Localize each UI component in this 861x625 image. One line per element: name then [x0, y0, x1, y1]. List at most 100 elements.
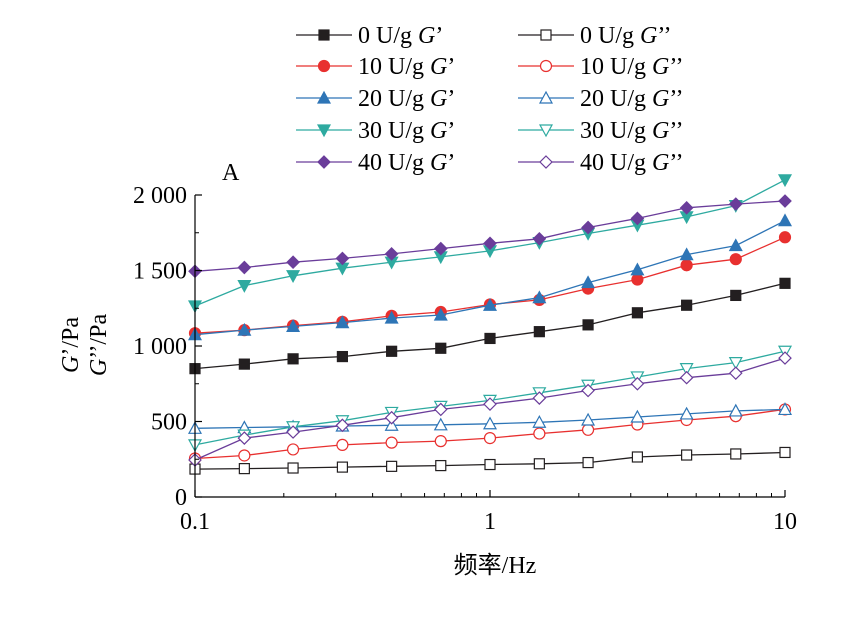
data-point [777, 174, 793, 188]
y-axis-title-g-double-prime: G’’/Pa [86, 314, 112, 377]
data-point [679, 247, 694, 261]
data-point [630, 376, 645, 391]
data-point [581, 275, 596, 289]
data-point [728, 238, 743, 252]
legend: 0 U/g G’ 0 U/g G’’ 10 U/g G’ 10 U/g G’’ 20 U… [296, 23, 684, 176]
y-axis-titles: G’/Pa G’’/Pa [58, 314, 112, 377]
data-point [679, 363, 694, 376]
series-line [194, 200, 786, 272]
data-point [482, 297, 498, 311]
data-point [679, 200, 694, 215]
legend-label: 30 U/g G’ [358, 118, 455, 144]
data-point [532, 415, 547, 428]
axes: 0 500 1 000 1 500 2 000 0.1 1 10 [133, 183, 797, 535]
data-point [681, 449, 693, 461]
y-axis-title-g-prime: G’/Pa [58, 317, 84, 373]
legend-entry: 40 U/g G’’ [518, 150, 684, 176]
data-point [336, 438, 349, 452]
data-point [728, 366, 743, 381]
legend-marker [539, 155, 553, 169]
data-point [335, 418, 350, 433]
data-point [386, 345, 398, 357]
panel-label: A [222, 160, 240, 186]
data-point [482, 416, 498, 430]
data-point [384, 418, 399, 431]
data-point [335, 251, 350, 266]
data-point [433, 241, 448, 256]
legend-entry: 30 U/g G’’ [518, 118, 684, 144]
legend-marker [538, 124, 554, 138]
x-tick-label: 0.1 [180, 509, 210, 535]
data-point [483, 432, 497, 445]
legend-marker [318, 29, 330, 41]
data-point [630, 262, 645, 276]
data-point [679, 370, 694, 385]
legend-label: 30 U/g G’’ [580, 118, 684, 144]
data-point [728, 357, 743, 370]
data-point [777, 213, 793, 227]
series-8 [188, 194, 792, 279]
data-point [384, 410, 399, 425]
data-point [336, 350, 349, 363]
data-point [287, 353, 299, 365]
legend-label: 40 U/g G’’ [580, 150, 684, 176]
data-point [433, 307, 448, 321]
data-point [286, 425, 300, 439]
data-point [483, 397, 497, 411]
data-point [286, 255, 300, 270]
data-point [532, 391, 547, 405]
legend-marker [316, 124, 332, 138]
legend-marker [539, 59, 553, 73]
data-point [730, 448, 742, 460]
data-point [533, 427, 546, 440]
data-point [533, 458, 545, 470]
data-point [435, 459, 447, 472]
x-axis-title: 频率/Hz [454, 552, 537, 579]
data-point [778, 351, 792, 365]
data-point [435, 342, 447, 354]
data-point [433, 402, 448, 417]
data-point [679, 406, 694, 420]
data-point [681, 299, 693, 311]
data-point [385, 436, 398, 449]
data-point [728, 403, 743, 417]
data-point [779, 446, 791, 459]
data-point [582, 319, 594, 331]
data-point [384, 247, 399, 261]
data-point [729, 253, 742, 266]
data-point [384, 310, 399, 324]
legend-label: 10 U/g G’ [358, 54, 455, 80]
legend-label: 0 U/g G’’ [580, 23, 672, 49]
legend-entry: 20 U/g G’’ [518, 86, 684, 112]
series-0 [189, 277, 791, 375]
data-point [581, 383, 595, 398]
series-9 [188, 351, 792, 467]
data-point [287, 462, 299, 474]
data-point [631, 451, 644, 463]
data-point [237, 322, 252, 336]
data-point [386, 460, 398, 472]
data-point [286, 443, 300, 456]
data-point [237, 431, 252, 445]
legend-marker [538, 90, 554, 104]
legend-marker [540, 29, 552, 41]
y-tick-label: 2 000 [133, 183, 187, 209]
data-point [730, 289, 742, 302]
x-tick-label: 1 [484, 509, 496, 535]
data-point [434, 435, 447, 448]
data-point [631, 307, 644, 319]
data-point [630, 409, 645, 423]
data-point [630, 211, 645, 226]
data-point [581, 412, 596, 426]
plot-area [187, 174, 793, 475]
data-point [581, 423, 595, 436]
data-point [237, 260, 252, 275]
y-tick-label: 500 [151, 410, 187, 436]
legend-entry: 20 U/g G’ [296, 86, 455, 112]
legend-entry: 0 U/g G’ [296, 23, 443, 49]
y-tick-label: 1 000 [133, 334, 187, 360]
legend-label: 40 U/g G’ [358, 150, 455, 176]
legend-marker [316, 90, 332, 104]
data-point [238, 358, 250, 370]
legend-entry: 10 U/g G’’ [518, 54, 684, 80]
